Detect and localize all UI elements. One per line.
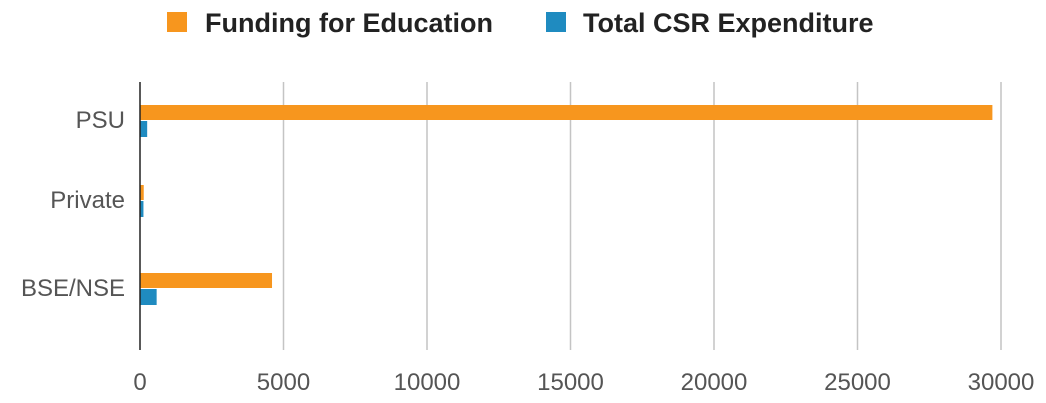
- x-tick-label-30000: 30000: [968, 369, 1035, 396]
- bars: [140, 105, 993, 305]
- x-tick-label-15000: 15000: [537, 369, 604, 396]
- legend: Funding for Education Total CSR Expenditu…: [167, 8, 874, 38]
- bar-psu-funding-for-education: [140, 105, 993, 120]
- gridlines: [282, 82, 1002, 350]
- x-axis: 0 5000 10000 15000 20000 25000 30000: [133, 369, 1034, 396]
- x-tick-label-0: 0: [133, 369, 146, 396]
- bar-private-total-csr-expenditure: [140, 201, 144, 217]
- legend-swatch-funding-for-education: [167, 12, 187, 32]
- bar-bse-nse-funding-for-education: [140, 273, 273, 288]
- legend-swatch-total-csr-expenditure: [546, 12, 566, 32]
- legend-label-total-csr-expenditure: Total CSR Expenditure: [583, 8, 874, 38]
- y-axis: PSU Private BSE/NSE: [21, 82, 141, 350]
- x-tick-label-20000: 20000: [681, 369, 748, 396]
- bar-bse-nse-total-csr-expenditure: [140, 289, 157, 305]
- legend-label-funding-for-education: Funding for Education: [205, 8, 493, 38]
- x-tick-label-5000: 5000: [257, 369, 310, 396]
- bar-psu-total-csr-expenditure: [140, 121, 148, 137]
- y-tick-label-psu: PSU: [76, 107, 125, 134]
- y-tick-label-private: Private: [50, 187, 125, 214]
- bar-private-funding-for-education: [140, 185, 144, 200]
- x-tick-label-25000: 25000: [824, 369, 891, 396]
- y-tick-label-bse-nse: BSE/NSE: [21, 275, 125, 302]
- x-tick-label-10000: 10000: [394, 369, 461, 396]
